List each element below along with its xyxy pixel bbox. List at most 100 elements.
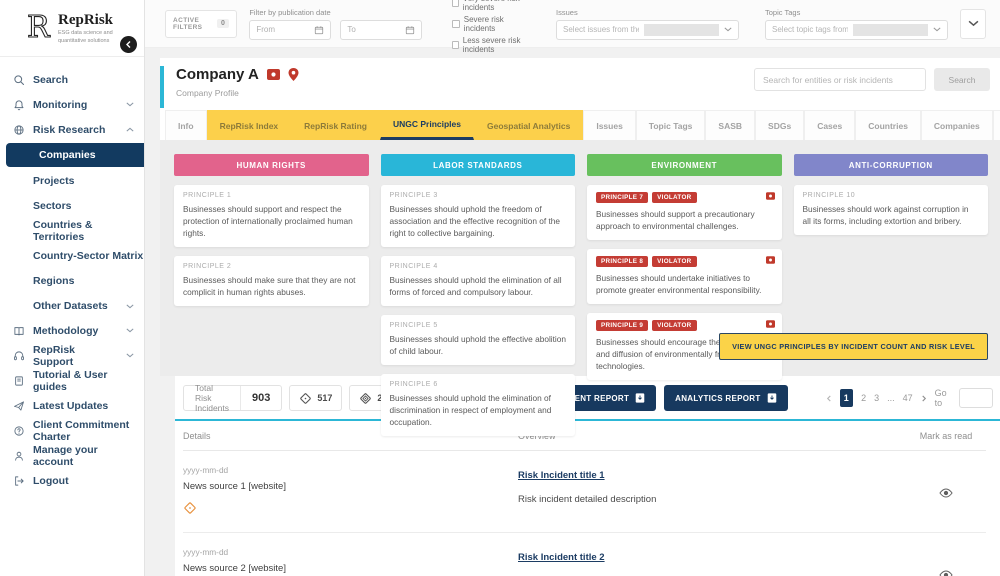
chevron-down-icon (126, 300, 134, 312)
tab-topic-tags[interactable]: Topic Tags (635, 110, 706, 140)
principle-card: PRINCIPLE 1 Businesses should support an… (174, 185, 369, 248)
sidebar-item-sectors[interactable]: Sectors (33, 199, 72, 212)
principle-card: PRINCIPLE 2 Businesses should make sure … (174, 256, 369, 307)
globe-icon (13, 124, 25, 136)
sidebar-item-reprisk-support[interactable]: RepRisk Support (0, 343, 144, 368)
bell-icon (13, 99, 25, 111)
less-severe-checkbox[interactable] (452, 40, 459, 49)
brand-logo: R RepRisk ESG data science and quantitat… (0, 0, 144, 57)
expand-filters-button[interactable] (960, 8, 987, 39)
tab-info[interactable]: Info (165, 110, 207, 140)
sidebar-item-monitoring[interactable]: Monitoring (0, 92, 144, 117)
page-47[interactable]: 47 (902, 393, 913, 403)
question-circle-icon (13, 425, 25, 437)
next-page-icon[interactable] (921, 394, 927, 403)
header-details: Details (183, 430, 211, 441)
sidebar-item-tutorial-user-guides[interactable]: Tutorial & User guides (0, 368, 144, 393)
tab-reprisk-index[interactable]: RepRisk Index (206, 110, 292, 140)
total-incidents-label: Total Risk Incidents (195, 383, 230, 413)
sidebar-item-latest-updates[interactable]: Latest Updates (0, 393, 144, 418)
page-2[interactable]: 2 (861, 393, 867, 403)
issues-label: Issues (556, 7, 578, 17)
tab-sdgs[interactable]: SDGs (755, 110, 805, 140)
tab-sasb[interactable]: SASB (705, 110, 756, 140)
principle-card-violator: PRINCIPLE 7 VIOLATOR Businesses should s… (587, 185, 782, 241)
tab-issues[interactable]: Issues (583, 110, 636, 140)
sidebar-item-logout[interactable]: Logout (0, 468, 144, 493)
active-filters-button[interactable]: ACTIVE FILTERS 0 (165, 9, 238, 38)
calendar-icon (406, 25, 415, 34)
violator-badge: VIOLATOR (652, 256, 697, 268)
severity-option-less-severe: Less severe risk incidents (452, 36, 530, 54)
analytics-report-button[interactable]: ANALYTICS REPORT (664, 385, 788, 411)
tab-companies[interactable]: Companies (920, 110, 993, 140)
tab-ungc-principles[interactable]: UNGC Principles (379, 110, 475, 140)
tab-reprisk-rating[interactable]: RepRisk Rating (291, 110, 380, 140)
page-1[interactable]: 1 (839, 389, 854, 407)
accent-bar (160, 66, 164, 108)
chevron-down-icon (126, 102, 134, 107)
severe-checkbox[interactable] (452, 19, 460, 28)
prev-page-icon[interactable] (826, 394, 832, 403)
tab-geospatial-analytics[interactable]: Geospatial Analytics (474, 110, 584, 140)
profile-tabs: Info RepRisk Index RepRisk Rating UNGC P… (160, 108, 1000, 140)
goto-page-input[interactable] (959, 388, 994, 408)
topic-tags-select[interactable]: Select topic tags from the options... (765, 19, 949, 40)
incidents-table: Details Overview Mark as read yyyy-mm-dd… (175, 421, 1000, 576)
location-pin-icon (288, 68, 299, 81)
topic-tags-filter: Topic Tags Select topic tags from the op… (765, 7, 949, 40)
report-file-icon (767, 393, 776, 403)
sidebar-item-countries-territories[interactable]: Countries & Territories (33, 218, 93, 243)
sidebar-collapse-button[interactable] (120, 36, 137, 53)
incident-source: News source 1 [website] (183, 481, 286, 492)
search-icon (13, 74, 25, 86)
sidebar-item-other-datasets[interactable]: Other Datasets (0, 293, 144, 318)
book-icon (13, 325, 25, 337)
report-file-icon (635, 393, 645, 403)
violator-badge: VIOLATOR (652, 320, 697, 332)
total-incidents-count: 903 (240, 386, 281, 410)
flagged-icon (765, 320, 775, 328)
tab-projects[interactable]: Projects (992, 110, 1000, 140)
tab-cases[interactable]: Cases (804, 110, 856, 140)
sidebar-item-client-commitment-charter[interactable]: Client Commitment Charter (0, 418, 144, 443)
column-title: LABOR STANDARDS (380, 154, 575, 176)
incident-source: News source 2 [website] (183, 563, 286, 574)
mark-as-read-eye-icon[interactable] (939, 488, 953, 498)
issues-select[interactable]: Select issues from the options... (556, 19, 740, 40)
severity-medium-icon (360, 392, 372, 404)
incident-title-link[interactable]: Risk Incident title 1 (518, 470, 605, 481)
sidebar-item-methodology[interactable]: Methodology (0, 318, 144, 343)
user-icon (13, 450, 25, 462)
entity-search-input[interactable] (754, 68, 926, 91)
very-severe-checkbox[interactable] (452, 0, 459, 7)
header-overview: Overview (518, 431, 906, 441)
company-profile-card: Company A Company Profile Search Info R (160, 58, 1000, 437)
logout-icon (13, 475, 25, 487)
chevron-up-icon (126, 127, 134, 132)
sidebar-item-projects[interactable]: Projects (33, 174, 75, 187)
principle-badge: PRINCIPLE 8 (596, 256, 649, 268)
sidebar-item-manage-account[interactable]: Manage your account (0, 443, 144, 468)
sidebar-nav: Search Monitoring Risk Research Companie… (0, 57, 144, 493)
mark-as-read-eye-icon[interactable] (939, 570, 953, 576)
sidebar-item-regions[interactable]: Regions (33, 274, 75, 287)
publication-date-filter: Filter by publication date From To (249, 8, 423, 40)
topic-tags-label: Topic Tags (765, 7, 801, 17)
tab-countries[interactable]: Countries (855, 110, 921, 140)
view-ungc-principles-button[interactable]: VIEW UNGC PRINCIPLES BY INCIDENT COUNT A… (719, 333, 988, 360)
date-from-input[interactable]: From (249, 19, 332, 40)
date-to-input[interactable]: To (340, 19, 423, 40)
sidebar-item-search[interactable]: Search (0, 67, 144, 92)
incident-title-link[interactable]: Risk Incident title 2 (518, 552, 605, 563)
page-3[interactable]: 3 (874, 393, 880, 403)
sidebar-item-companies[interactable]: Companies (6, 143, 144, 167)
entity-search-button[interactable]: Search (934, 68, 990, 91)
incident-description: Risk incident detailed description (518, 494, 657, 505)
risk-incidents-section: Total Risk Incidents 903 517 244 13 (175, 376, 1000, 576)
column-human-rights: HUMAN RIGHTS PRINCIPLE 1 Businesses shou… (174, 154, 369, 358)
sidebar-item-country-sector-matrix[interactable]: Country-Sector Matrix (33, 249, 144, 262)
severity-count-low: 517 (289, 385, 343, 411)
sidebar-item-risk-research[interactable]: Risk Research (0, 117, 144, 142)
